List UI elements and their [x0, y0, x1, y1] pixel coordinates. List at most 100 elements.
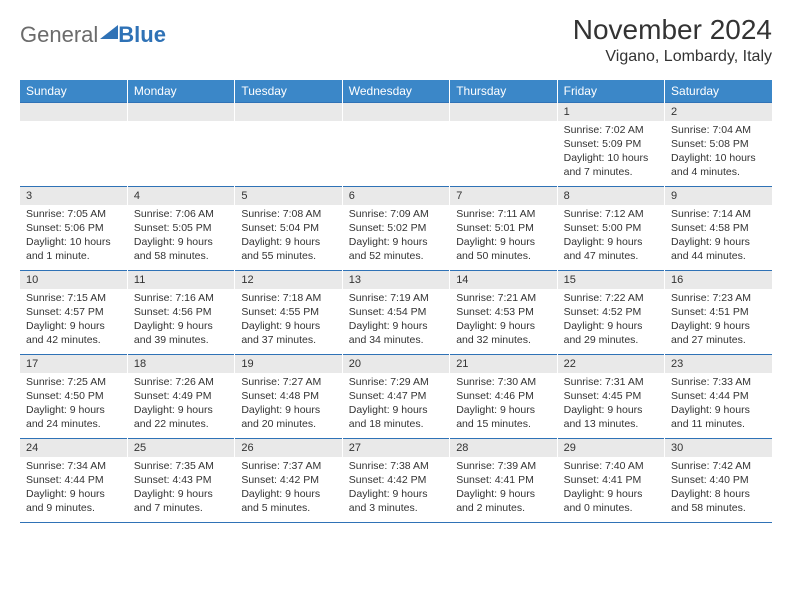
- daylight-text: Daylight: 9 hours and 24 minutes.: [26, 403, 121, 431]
- sunset-text: Sunset: 4:43 PM: [134, 473, 228, 487]
- sunrise-text: Sunrise: 7:21 AM: [456, 291, 550, 305]
- sunrise-text: Sunrise: 7:37 AM: [241, 459, 335, 473]
- date-cell: 18: [127, 355, 234, 373]
- daylight-text: Daylight: 9 hours and 50 minutes.: [456, 235, 550, 263]
- info-cell: Sunrise: 7:33 AMSunset: 4:44 PMDaylight:…: [665, 373, 772, 439]
- date-cell: 25: [127, 439, 234, 457]
- sunset-text: Sunset: 5:09 PM: [564, 137, 658, 151]
- info-cell: Sunrise: 7:42 AMSunset: 4:40 PMDaylight:…: [665, 457, 772, 523]
- sunset-text: Sunset: 4:50 PM: [26, 389, 121, 403]
- sunset-text: Sunset: 5:00 PM: [564, 221, 658, 235]
- sunrise-text: Sunrise: 7:40 AM: [564, 459, 658, 473]
- info-cell: Sunrise: 7:18 AMSunset: 4:55 PMDaylight:…: [235, 289, 342, 355]
- sunrise-text: Sunrise: 7:14 AM: [671, 207, 766, 221]
- date-cell: 14: [450, 271, 557, 289]
- date-cell: 26: [235, 439, 342, 457]
- sunrise-text: Sunrise: 7:18 AM: [241, 291, 335, 305]
- info-row: Sunrise: 7:34 AMSunset: 4:44 PMDaylight:…: [20, 457, 772, 523]
- date-cell: 28: [450, 439, 557, 457]
- info-cell: Sunrise: 7:09 AMSunset: 5:02 PMDaylight:…: [342, 205, 449, 271]
- date-cell: 21: [450, 355, 557, 373]
- sunrise-text: Sunrise: 7:25 AM: [26, 375, 121, 389]
- date-cell: 22: [557, 355, 664, 373]
- date-cell: [127, 103, 234, 121]
- sunset-text: Sunset: 5:04 PM: [241, 221, 335, 235]
- daylight-text: Daylight: 9 hours and 44 minutes.: [671, 235, 766, 263]
- date-cell: 20: [342, 355, 449, 373]
- info-cell: Sunrise: 7:40 AMSunset: 4:41 PMDaylight:…: [557, 457, 664, 523]
- info-cell: Sunrise: 7:39 AMSunset: 4:41 PMDaylight:…: [450, 457, 557, 523]
- weekday-header: Thursday: [450, 80, 557, 103]
- sunset-text: Sunset: 4:51 PM: [671, 305, 766, 319]
- sunrise-text: Sunrise: 7:26 AM: [134, 375, 228, 389]
- date-row: 24252627282930: [20, 439, 772, 457]
- date-cell: 5: [235, 187, 342, 205]
- sunset-text: Sunset: 4:46 PM: [456, 389, 550, 403]
- date-row: 3456789: [20, 187, 772, 205]
- info-cell: [20, 121, 127, 187]
- info-cell: Sunrise: 7:38 AMSunset: 4:42 PMDaylight:…: [342, 457, 449, 523]
- daylight-text: Daylight: 9 hours and 42 minutes.: [26, 319, 121, 347]
- sunrise-text: Sunrise: 7:15 AM: [26, 291, 121, 305]
- date-cell: 23: [665, 355, 772, 373]
- weekday-header-row: Sunday Monday Tuesday Wednesday Thursday…: [20, 80, 772, 103]
- daylight-text: Daylight: 8 hours and 58 minutes.: [671, 487, 766, 515]
- daylight-text: Daylight: 10 hours and 4 minutes.: [671, 151, 766, 179]
- daylight-text: Daylight: 9 hours and 32 minutes.: [456, 319, 550, 347]
- calendar-table: Sunday Monday Tuesday Wednesday Thursday…: [20, 80, 772, 523]
- title-block: November 2024 Vigano, Lombardy, Italy: [573, 14, 772, 66]
- daylight-text: Daylight: 9 hours and 5 minutes.: [241, 487, 335, 515]
- daylight-text: Daylight: 9 hours and 58 minutes.: [134, 235, 228, 263]
- sunset-text: Sunset: 4:47 PM: [349, 389, 443, 403]
- sunset-text: Sunset: 4:42 PM: [241, 473, 335, 487]
- daylight-text: Daylight: 9 hours and 47 minutes.: [564, 235, 658, 263]
- sunrise-text: Sunrise: 7:09 AM: [349, 207, 443, 221]
- daylight-text: Daylight: 10 hours and 1 minute.: [26, 235, 121, 263]
- daylight-text: Daylight: 10 hours and 7 minutes.: [564, 151, 658, 179]
- sunrise-text: Sunrise: 7:05 AM: [26, 207, 121, 221]
- info-cell: [342, 121, 449, 187]
- sunrise-text: Sunrise: 7:06 AM: [134, 207, 228, 221]
- info-cell: Sunrise: 7:16 AMSunset: 4:56 PMDaylight:…: [127, 289, 234, 355]
- info-cell: Sunrise: 7:08 AMSunset: 5:04 PMDaylight:…: [235, 205, 342, 271]
- info-cell: [450, 121, 557, 187]
- daylight-text: Daylight: 9 hours and 18 minutes.: [349, 403, 443, 431]
- date-cell: 29: [557, 439, 664, 457]
- sunset-text: Sunset: 5:05 PM: [134, 221, 228, 235]
- date-cell: 11: [127, 271, 234, 289]
- sunset-text: Sunset: 4:41 PM: [564, 473, 658, 487]
- sunrise-text: Sunrise: 7:23 AM: [671, 291, 766, 305]
- sunrise-text: Sunrise: 7:12 AM: [564, 207, 658, 221]
- daylight-text: Daylight: 9 hours and 9 minutes.: [26, 487, 121, 515]
- info-cell: Sunrise: 7:15 AMSunset: 4:57 PMDaylight:…: [20, 289, 127, 355]
- info-cell: Sunrise: 7:05 AMSunset: 5:06 PMDaylight:…: [20, 205, 127, 271]
- date-cell: 3: [20, 187, 127, 205]
- date-cell: [342, 103, 449, 121]
- daylight-text: Daylight: 9 hours and 52 minutes.: [349, 235, 443, 263]
- info-cell: [127, 121, 234, 187]
- sunrise-text: Sunrise: 7:08 AM: [241, 207, 335, 221]
- info-cell: Sunrise: 7:19 AMSunset: 4:54 PMDaylight:…: [342, 289, 449, 355]
- info-row: Sunrise: 7:02 AMSunset: 5:09 PMDaylight:…: [20, 121, 772, 187]
- daylight-text: Daylight: 9 hours and 7 minutes.: [134, 487, 228, 515]
- sail-icon: [100, 25, 118, 39]
- info-cell: Sunrise: 7:29 AMSunset: 4:47 PMDaylight:…: [342, 373, 449, 439]
- sunset-text: Sunset: 4:44 PM: [26, 473, 121, 487]
- date-cell: 13: [342, 271, 449, 289]
- month-title: November 2024: [573, 14, 772, 46]
- daylight-text: Daylight: 9 hours and 27 minutes.: [671, 319, 766, 347]
- date-cell: 24: [20, 439, 127, 457]
- date-row: 17181920212223: [20, 355, 772, 373]
- date-cell: 1: [557, 103, 664, 121]
- logo: General Blue: [20, 14, 166, 48]
- sunrise-text: Sunrise: 7:02 AM: [564, 123, 658, 137]
- info-cell: Sunrise: 7:22 AMSunset: 4:52 PMDaylight:…: [557, 289, 664, 355]
- sunrise-text: Sunrise: 7:39 AM: [456, 459, 550, 473]
- info-cell: Sunrise: 7:12 AMSunset: 5:00 PMDaylight:…: [557, 205, 664, 271]
- date-cell: 19: [235, 355, 342, 373]
- info-cell: Sunrise: 7:04 AMSunset: 5:08 PMDaylight:…: [665, 121, 772, 187]
- sunrise-text: Sunrise: 7:30 AM: [456, 375, 550, 389]
- info-row: Sunrise: 7:25 AMSunset: 4:50 PMDaylight:…: [20, 373, 772, 439]
- info-row: Sunrise: 7:05 AMSunset: 5:06 PMDaylight:…: [20, 205, 772, 271]
- daylight-text: Daylight: 9 hours and 29 minutes.: [564, 319, 658, 347]
